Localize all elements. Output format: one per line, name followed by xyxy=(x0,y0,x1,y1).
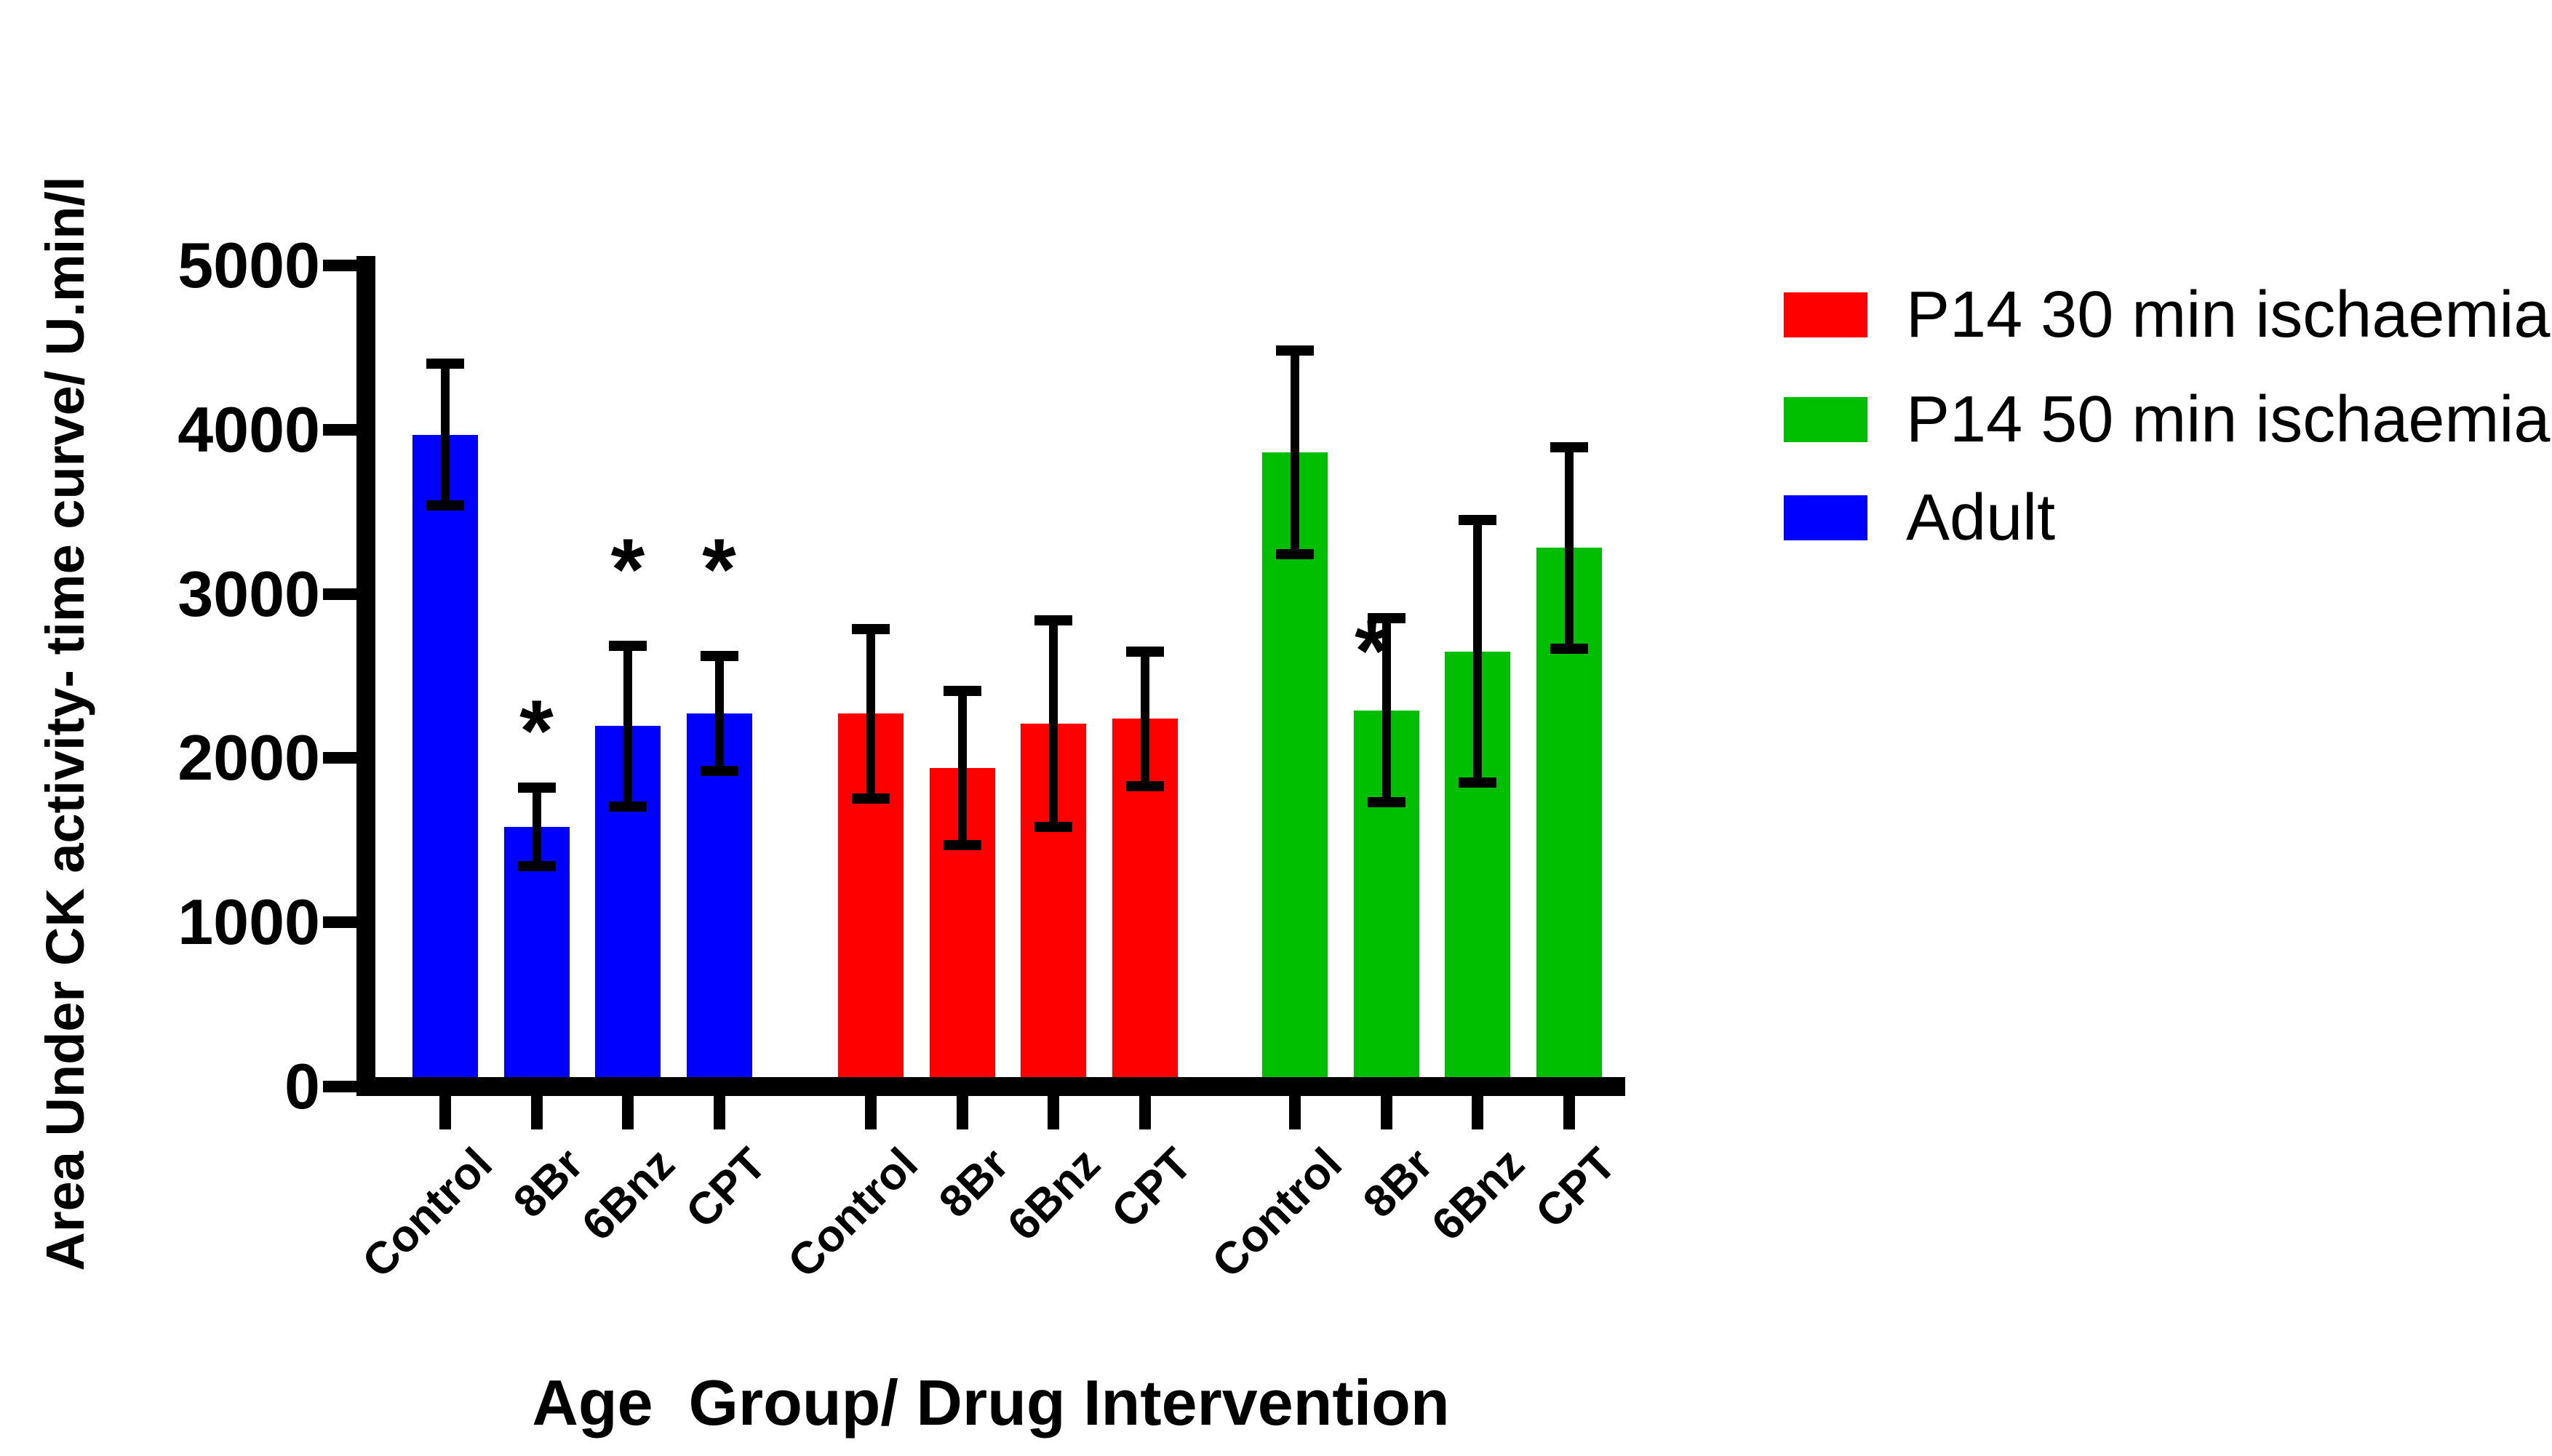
x-tick xyxy=(956,1096,968,1129)
error-bar-cap-bottom xyxy=(852,793,890,804)
error-bar-line xyxy=(1564,447,1574,649)
y-tick-label: 0 xyxy=(284,1050,320,1122)
error-bar-cap-top xyxy=(609,640,647,651)
x-tick xyxy=(622,1096,634,1129)
error-bar-cap-bottom xyxy=(1034,822,1072,833)
x-tick-label-6Bnz: 6Bnz xyxy=(1421,1138,1534,1251)
x-tick xyxy=(1380,1096,1392,1129)
x-tick xyxy=(1289,1096,1301,1129)
x-tick xyxy=(865,1096,877,1129)
error-bar-cap-bottom xyxy=(1459,777,1496,788)
x-tick-label-Control: Control xyxy=(1202,1138,1352,1288)
error-bar-cap-top xyxy=(1276,345,1314,356)
legend-label-2: P14 50 min ischaemia xyxy=(1906,383,2551,456)
legend-label-3: Adult xyxy=(1906,481,2056,554)
error-bar-cap-top xyxy=(1459,514,1496,525)
legend-swatch-3 xyxy=(1784,495,1867,540)
error-bar-line xyxy=(532,788,541,867)
error-bar-cap-bottom xyxy=(1367,797,1405,808)
x-tick xyxy=(1472,1096,1483,1129)
x-axis-line xyxy=(356,1077,1625,1096)
y-tick xyxy=(323,588,356,600)
x-tick-label-6Bnz: 6Bnz xyxy=(572,1138,685,1251)
y-tick-label: 4000 xyxy=(178,393,320,465)
y-tick xyxy=(323,916,356,929)
x-tick-label-CPT: CPT xyxy=(676,1138,775,1239)
error-bar-cap-bottom xyxy=(517,861,556,872)
y-tick xyxy=(323,260,356,271)
error-bar-line xyxy=(1049,620,1058,828)
error-bar-line xyxy=(714,656,724,772)
significance-asterisk: * xyxy=(610,521,645,619)
y-axis-line xyxy=(356,256,375,1096)
significance-asterisk: * xyxy=(519,682,554,780)
error-bar-line xyxy=(1140,651,1149,786)
legend-swatch-2 xyxy=(1784,397,1867,442)
error-bar-cap-bottom xyxy=(609,801,647,812)
error-bar-cap-bottom xyxy=(1125,780,1164,791)
y-tick xyxy=(323,752,356,764)
error-bar-cap-top xyxy=(700,651,738,662)
error-bar-cap-top xyxy=(943,685,981,696)
x-tick xyxy=(530,1096,543,1129)
error-bar-cap-top xyxy=(1550,441,1588,452)
error-bar-line xyxy=(866,629,875,799)
y-tick-label: 2000 xyxy=(178,721,320,794)
y-tick-label: 5000 xyxy=(178,229,320,301)
error-bar-cap-bottom xyxy=(426,500,464,511)
error-bar-cap-top xyxy=(1034,615,1072,625)
x-tick xyxy=(1563,1096,1575,1129)
error-bar-cap-top xyxy=(426,359,464,369)
bar-Adult-Control xyxy=(412,434,478,1087)
error-bar-cap-bottom xyxy=(1550,644,1588,655)
significance-asterisk: * xyxy=(702,521,736,619)
significance-asterisk: * xyxy=(1355,601,1389,700)
error-bar-line xyxy=(1291,351,1299,555)
x-tick-label-6Bnz: 6Bnz xyxy=(997,1138,1110,1251)
x-tick xyxy=(713,1096,725,1129)
x-tick xyxy=(1048,1096,1059,1129)
error-bar-cap-top xyxy=(1125,646,1164,657)
x-tick xyxy=(1139,1096,1151,1129)
x-tick-label-CPT: CPT xyxy=(1526,1138,1625,1239)
x-axis-title: Age Group/ Drug Intervention xyxy=(532,1367,1450,1439)
x-tick-label-Control: Control xyxy=(352,1138,502,1288)
error-bar-cap-bottom xyxy=(700,766,738,777)
error-bar-line xyxy=(1381,618,1391,803)
error-bar-cap-top xyxy=(852,624,890,635)
error-bar-cap-bottom xyxy=(943,840,981,851)
error-bar-line xyxy=(957,690,967,846)
x-tick xyxy=(439,1096,451,1129)
x-tick-label-CPT: CPT xyxy=(1101,1138,1201,1239)
legend-label-1: P14 30 min ischaemia xyxy=(1906,279,2551,351)
error-bar-cap-top xyxy=(517,783,556,793)
y-tick-label: 3000 xyxy=(178,557,320,630)
error-bar-cap-bottom xyxy=(1276,549,1314,560)
y-tick xyxy=(323,1081,356,1092)
error-bar-cap-top xyxy=(1367,613,1405,624)
x-tick-label-Control: Control xyxy=(778,1138,928,1288)
error-bar-line xyxy=(623,645,632,807)
error-bar-line xyxy=(1473,519,1482,783)
y-tick-label: 1000 xyxy=(178,886,320,959)
y-tick xyxy=(323,423,356,436)
error-bar-line xyxy=(441,364,450,505)
legend-swatch-1 xyxy=(1784,292,1867,337)
